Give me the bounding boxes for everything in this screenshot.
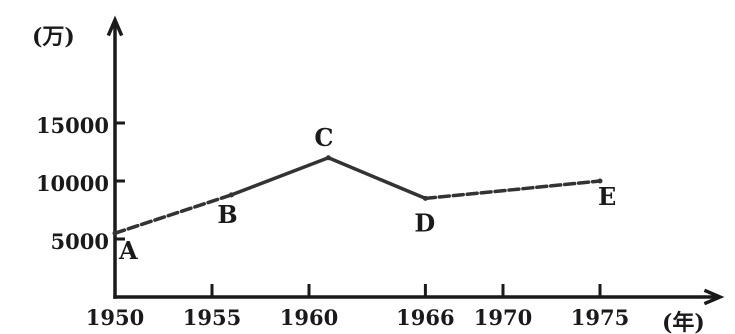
y-ticks: 5000 10000 15000: [36, 113, 125, 254]
series-segment: [326, 156, 428, 201]
x-tick-label: 1950: [86, 305, 144, 330]
series-segment: [229, 156, 331, 197]
y-tick-label: 15000: [36, 113, 109, 138]
series-segment: [423, 179, 602, 201]
data-point: [422, 195, 428, 201]
data-point: [228, 192, 234, 198]
data-point: [112, 230, 118, 236]
y-tick-label: 10000: [36, 171, 109, 196]
series-layer: A B C D E: [112, 123, 616, 265]
x-tick-label: 1970: [474, 305, 532, 330]
point-label: A: [118, 236, 138, 265]
y-tick-label: 5000: [51, 229, 109, 254]
x-tick-label: 1955: [183, 305, 241, 330]
x-axis-label: (年): [662, 310, 705, 334]
data-point: [325, 155, 331, 161]
y-axis-label: (万): [32, 24, 75, 50]
y-axis-arrow: [106, 15, 124, 37]
point-label: E: [598, 182, 616, 211]
x-tick-label: 1975: [571, 305, 629, 330]
series-segment: [113, 193, 234, 235]
data-point: [597, 178, 603, 184]
point-label: B: [217, 200, 237, 229]
x-ticks: 1950 1955 1960 1966 1970 1975: [86, 284, 629, 330]
x-tick-label: 1960: [280, 305, 338, 330]
point-label: D: [414, 208, 435, 237]
point-label: C: [314, 123, 333, 152]
x-axis-arrow: [703, 288, 725, 306]
x-tick-label: 1966: [396, 305, 454, 330]
